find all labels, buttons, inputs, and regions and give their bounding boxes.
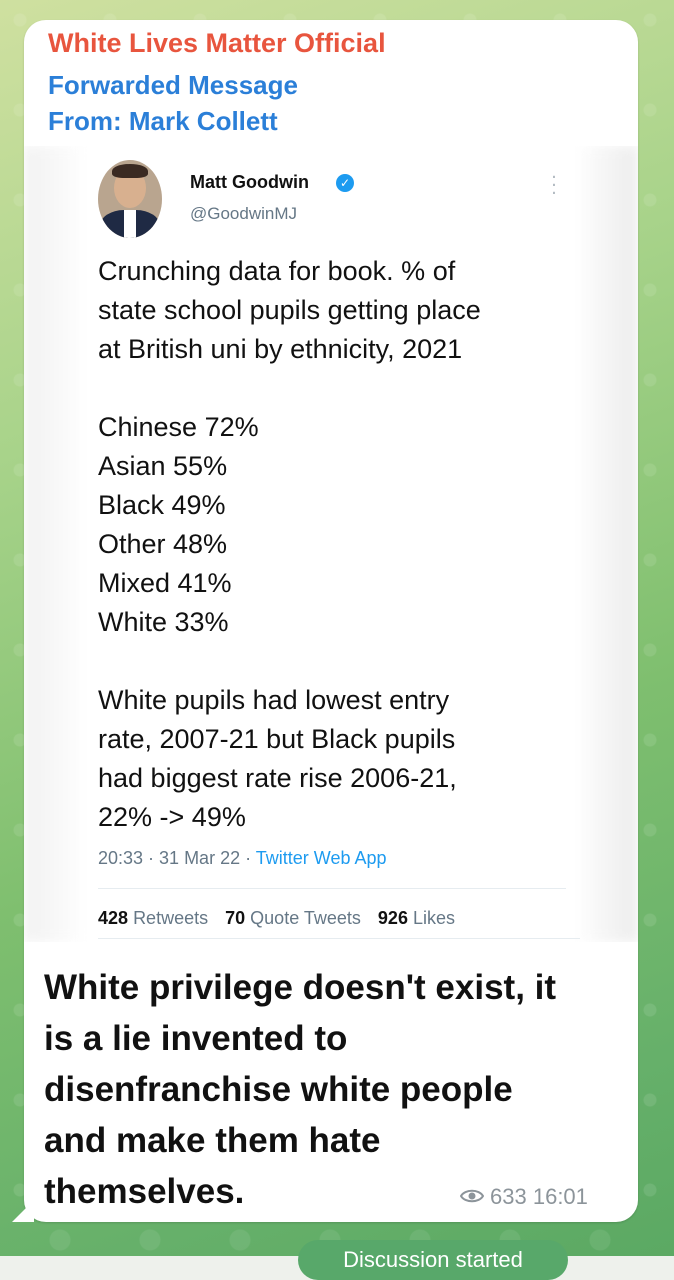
author-avatar bbox=[98, 160, 162, 238]
tweet-text-line: Black 49% bbox=[98, 490, 226, 520]
tweet-author-handle: @GoodwinMJ bbox=[190, 204, 298, 223]
tweet-text-line bbox=[98, 369, 578, 408]
tweet-text-line: Mixed 41% bbox=[98, 568, 232, 598]
tweet-text-line: state school pupils getting place bbox=[98, 295, 481, 325]
tweet-text: Crunching data for book. % of state schoo… bbox=[98, 252, 578, 837]
tweet-screenshot-image[interactable] bbox=[24, 146, 638, 942]
message-text: White privilege doesn't exist, it is a li… bbox=[44, 962, 624, 1217]
message-text-line: disenfranchise white people bbox=[44, 1070, 513, 1109]
quote-tweets-count: 70 bbox=[225, 908, 246, 928]
tweet-text-line: at British uni by ethnicity, 2021 bbox=[98, 334, 463, 364]
tweet-text-line: rate, 2007-21 but Black pupils bbox=[98, 724, 456, 754]
tweet-text-line: White pupils had lowest entry bbox=[98, 685, 450, 715]
message-bubble-tail bbox=[12, 1200, 34, 1222]
tweet-text-line: 22% -> 49% bbox=[98, 802, 246, 832]
message-meta: 633 16:01 bbox=[460, 1184, 588, 1210]
message-text-line: White privilege doesn't exist, it bbox=[44, 968, 557, 1007]
tweet-author-name: Matt Goodwin bbox=[190, 172, 309, 192]
tweet-bottom-divider bbox=[98, 938, 580, 939]
message-time: 16:01 bbox=[532, 1184, 588, 1209]
forwarded-from[interactable]: From: Mark Collett bbox=[48, 106, 278, 136]
tweet-source: Twitter Web App bbox=[255, 848, 387, 868]
retweets-count: 428 bbox=[98, 908, 129, 928]
tweet-timestamp: 20:33 · 31 Mar 22 · Twitter Web App bbox=[98, 848, 387, 869]
view-count: 633 bbox=[490, 1184, 527, 1209]
verified-badge-icon: ✓ bbox=[336, 174, 354, 192]
retweets-label: Retweets bbox=[133, 908, 209, 928]
tweet-text-line bbox=[98, 642, 578, 681]
tweet-text-line: had biggest rate rise 2006-21, bbox=[98, 763, 457, 793]
tweet-text-line: White 33% bbox=[98, 607, 229, 637]
likes-count: 926 bbox=[377, 908, 408, 928]
message-text-line: themselves. bbox=[44, 1172, 245, 1211]
eye-icon bbox=[460, 1189, 484, 1203]
blurred-edge-right bbox=[578, 146, 638, 942]
tweet-divider bbox=[98, 888, 566, 889]
discussion-button[interactable]: Discussion started bbox=[298, 1240, 568, 1280]
blurred-edge-left bbox=[24, 146, 84, 942]
tweet-text-line: Chinese 72% bbox=[98, 412, 259, 442]
message-text-line: is a lie invented to bbox=[44, 1019, 348, 1058]
more-options-icon: · · · bbox=[551, 167, 557, 204]
forwarded-label: Forwarded Message bbox=[48, 70, 298, 100]
tweet-stats: 428 Retweets 70 Quote Tweets 926 Likes bbox=[98, 908, 467, 929]
tweet-text-line: Asian 55% bbox=[98, 451, 228, 481]
channel-name[interactable]: White Lives Matter Official bbox=[48, 28, 386, 58]
quote-tweets-label: Quote Tweets bbox=[250, 908, 361, 928]
tweet-text-line: Other 48% bbox=[98, 529, 228, 559]
tweet-time: 20:33 · 31 Mar 22 · bbox=[98, 848, 256, 868]
message-text-line: and make them hate bbox=[44, 1121, 381, 1160]
tweet-text-line: Crunching data for book. % of bbox=[98, 256, 456, 286]
likes-label: Likes bbox=[412, 908, 456, 928]
